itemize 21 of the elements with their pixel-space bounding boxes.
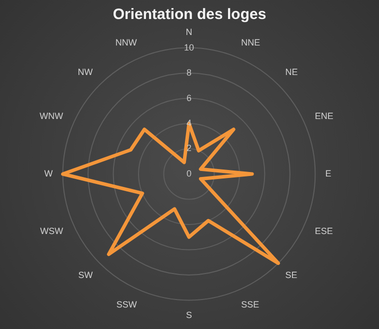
spoke-label: E [325,168,332,178]
spoke-label: W [44,168,54,178]
spoke-label: SE [285,270,298,280]
spoke-label: S [186,310,192,320]
y-tick-label: 6 [186,92,192,103]
spoke-label: SSE [241,300,260,310]
spoke-label: NE [285,66,298,77]
spoke-label: NNW [115,37,138,48]
spoke-label: N [186,26,192,37]
spoke-label: NNE [241,37,260,48]
spoke-label: ENE [314,110,334,121]
y-tick-label: 10 [184,42,194,52]
spoke-label: WSW [40,226,64,236]
spoke-label: SW [78,270,94,280]
chart-title: Orientation des loges [112,6,268,23]
y-tick-label: 0 [186,168,192,178]
spoke-label: SSW [116,300,138,310]
spoke-label: WNW [40,110,64,121]
y-tick-label: 8 [186,68,192,78]
spoke-label: ESE [314,226,333,236]
spoke-label: NW [78,66,94,77]
